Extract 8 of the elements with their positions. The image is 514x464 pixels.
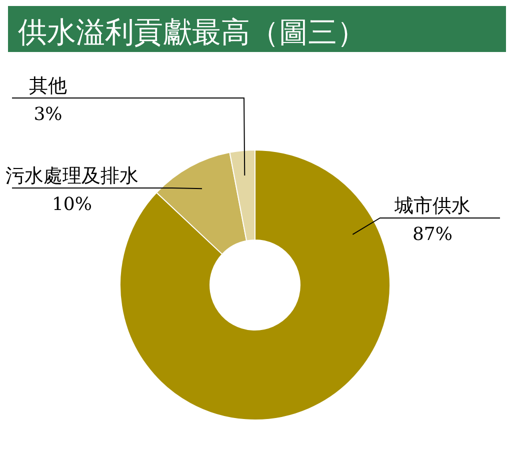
- slice-label: 其他: [29, 75, 67, 97]
- data-label: 10%: [52, 194, 92, 215]
- chart-title: 供水溢利貢獻最高（圖三）: [18, 15, 366, 49]
- data-label: 3%: [34, 104, 62, 125]
- slice-label: 城市供水: [394, 195, 470, 217]
- data-label: 87%: [412, 224, 453, 245]
- slice-label: 污水處理及排水: [6, 165, 138, 187]
- donut-slice: [120, 150, 390, 420]
